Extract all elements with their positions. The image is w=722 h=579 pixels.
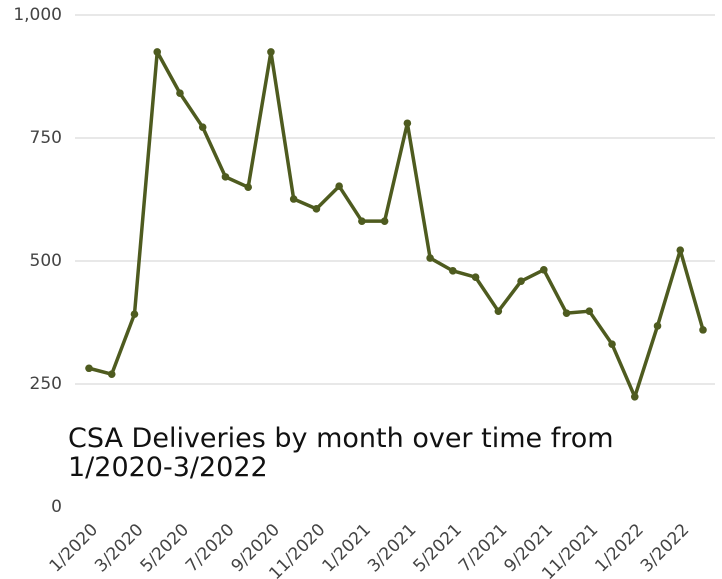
point xyxy=(176,89,184,98)
y-tick-label: 500 xyxy=(30,251,62,271)
point xyxy=(449,267,457,275)
y-tick-label: 250 xyxy=(30,374,62,394)
x-tick-label: 3/2021 xyxy=(364,520,420,576)
line xyxy=(88,50,705,399)
point xyxy=(585,307,594,315)
point xyxy=(380,217,389,225)
x-tick-label: 1/2020 xyxy=(46,520,102,576)
point xyxy=(107,370,116,378)
point xyxy=(198,123,207,131)
point xyxy=(403,119,412,128)
point xyxy=(699,326,707,334)
y-tick-label: 0 xyxy=(51,497,62,517)
point xyxy=(540,266,548,274)
point xyxy=(153,48,162,56)
x-tick-label: 1/2021 xyxy=(319,520,375,576)
point xyxy=(130,310,139,318)
point xyxy=(562,309,571,317)
x-tick-label: 3/2020 xyxy=(91,520,147,576)
point xyxy=(335,182,343,191)
point xyxy=(244,183,252,191)
point xyxy=(289,195,298,203)
point xyxy=(653,322,662,330)
point xyxy=(630,392,639,401)
x-tick-label: 7/2021 xyxy=(455,520,511,576)
point xyxy=(426,254,434,262)
chart-title: CSA Deliveries by month over time from 1… xyxy=(68,423,614,483)
point xyxy=(517,277,525,285)
y-tick-label: 750 xyxy=(30,128,62,148)
point xyxy=(312,205,321,213)
point xyxy=(358,217,366,225)
point xyxy=(676,246,685,254)
point xyxy=(471,273,480,282)
y-tick-label: 1,000 xyxy=(13,5,62,25)
point xyxy=(221,173,230,181)
x-tick-label: 1/2022 xyxy=(591,520,647,576)
point xyxy=(267,48,275,56)
point xyxy=(85,364,93,373)
x-tick-label: 5/2021 xyxy=(409,520,465,576)
x-tick-label: 7/2020 xyxy=(182,520,238,576)
x-tick-label: 5/2020 xyxy=(137,520,193,576)
x-tick-label: 3/2022 xyxy=(637,520,693,576)
point xyxy=(608,340,616,348)
point xyxy=(494,307,503,315)
